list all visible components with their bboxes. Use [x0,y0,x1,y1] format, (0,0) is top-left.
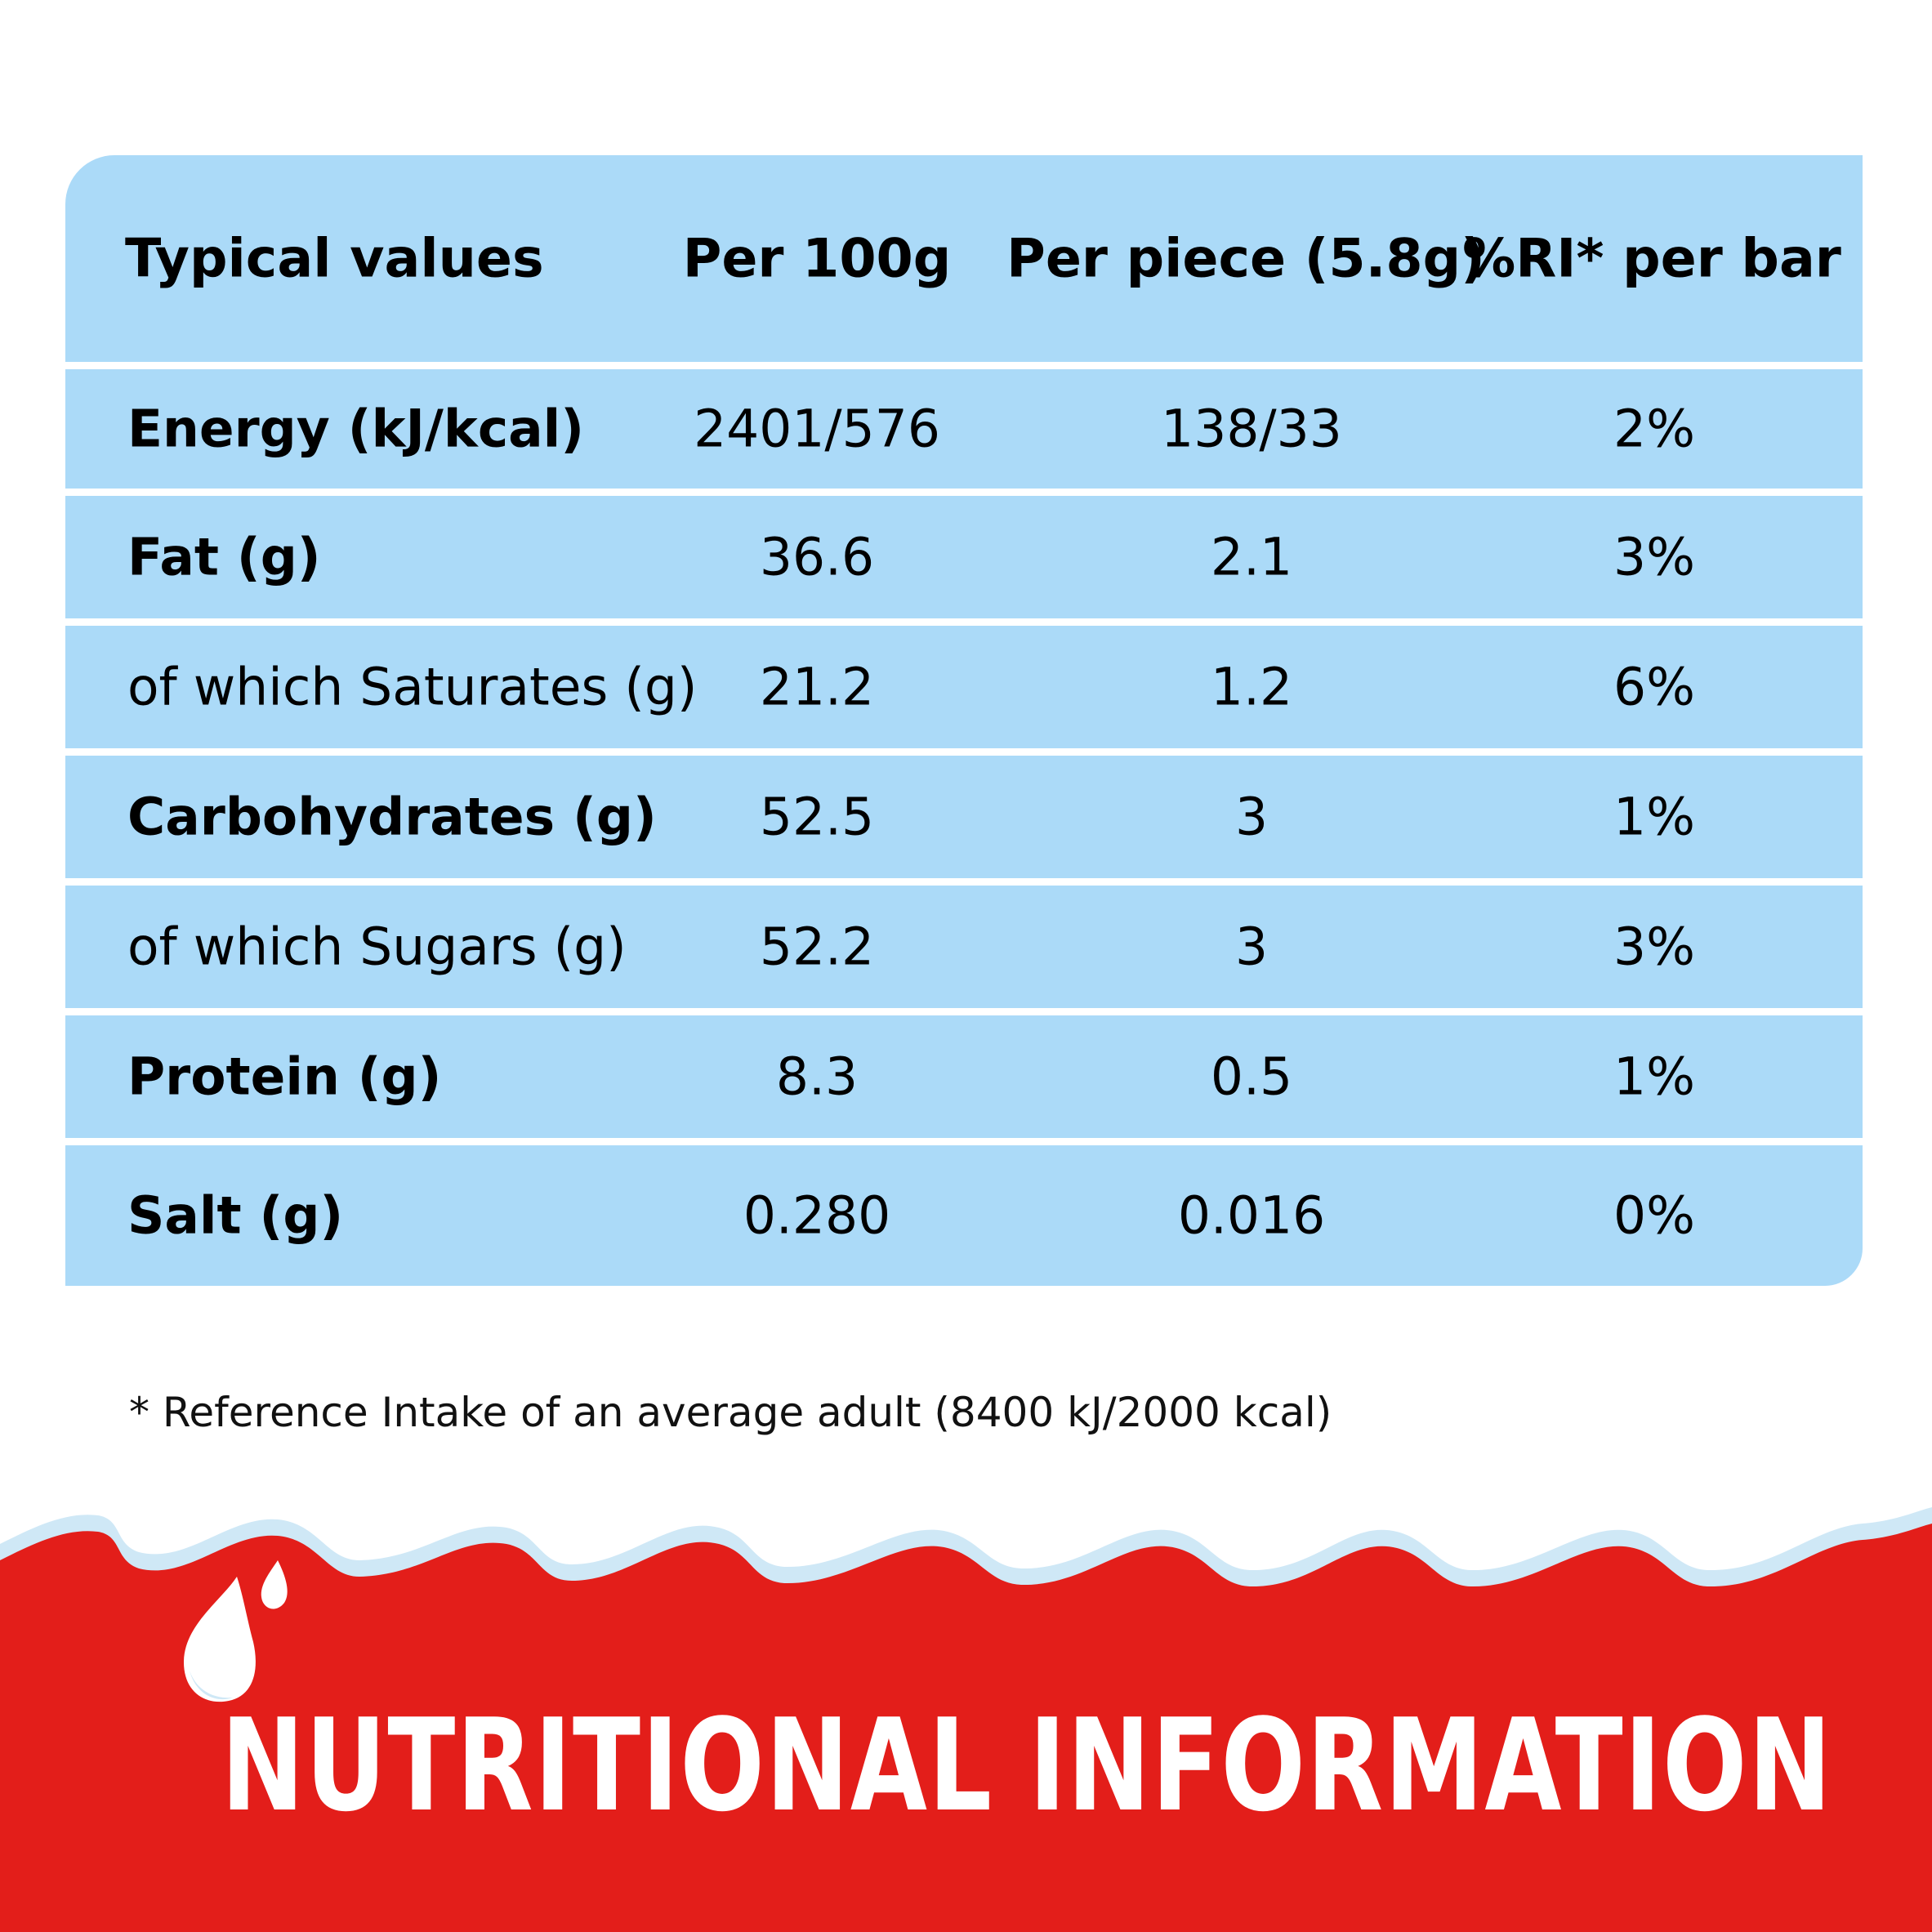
nutrient-name: Protein (g) [127,1046,442,1107]
table-row: Protein (g) 8.3 0.5 1% [65,1015,1863,1138]
ri-value: 2% [1613,399,1695,459]
nutrient-name: Salt (g) [127,1185,344,1246]
header-typical-values: Typical values [125,228,544,289]
ri-value: 3% [1613,527,1695,587]
table-row: Fat (g) 36.6 2.1 3% [65,496,1863,618]
table-row: Carbohydrates (g) 52.5 3 1% [65,756,1863,878]
nutrient-name: of which Saturates (g) [127,657,698,717]
per-piece-value: 3 [1234,787,1269,847]
header-per-piece: Per piece (5.8g) [1006,228,1485,289]
red-banner-shape [0,1524,1932,1932]
milk-drop-large-icon [184,1577,256,1702]
header-ri-per-bar: %RI* per bar [1462,228,1841,289]
header-per-100g: Per 100g [682,228,952,289]
table-row: of which Saturates (g) 21.2 1.2 6% [65,626,1863,748]
ri-value: 3% [1613,917,1695,977]
ri-value: 1% [1613,1046,1695,1107]
nutrient-name: Carbohydrates (g) [127,787,657,847]
per-100g-value: 52.5 [759,787,875,847]
per-100g-value: 52.2 [759,917,875,977]
table-row: Energy (kJ/kcal) 2401/576 138/33 2% [65,369,1863,489]
per-100g-value: 8.3 [775,1046,859,1107]
ri-value: 6% [1613,657,1695,717]
per-100g-value: 21.2 [759,657,875,717]
per-piece-value: 0.5 [1210,1046,1293,1107]
per-100g-value: 36.6 [759,527,875,587]
per-100g-value: 0.280 [743,1185,891,1246]
per-piece-value: 138/33 [1161,399,1342,459]
per-piece-value: 2.1 [1210,527,1293,587]
ri-value: 0% [1613,1185,1695,1246]
nutrient-name: of which Sugars (g) [127,917,627,977]
ri-value: 1% [1613,787,1695,847]
per-piece-value: 0.016 [1177,1185,1326,1246]
reference-intake-footnote: * Reference Intake of an average adult (… [129,1389,1332,1436]
red-milk-splash-banner [0,1507,1932,1932]
table-row: of which Sugars (g) 52.2 3 3% [65,886,1863,1008]
per-piece-value: 1.2 [1210,657,1293,717]
table-header-row: Typical values Per 100g Per piece (5.8g)… [65,155,1863,362]
per-100g-value: 2401/576 [694,399,940,459]
table-row: Salt (g) 0.280 0.016 0% [65,1145,1863,1286]
per-piece-value: 3 [1234,917,1269,977]
nutrient-name: Fat (g) [127,527,321,587]
nutritional-information-title: NUTRITIONAL INFORMATION [221,1691,1833,1840]
milk-drop-small-icon [261,1560,288,1609]
nutrition-table: Typical values Per 100g Per piece (5.8g)… [65,155,1863,1286]
nutrient-name: Energy (kJ/kcal) [127,399,585,459]
